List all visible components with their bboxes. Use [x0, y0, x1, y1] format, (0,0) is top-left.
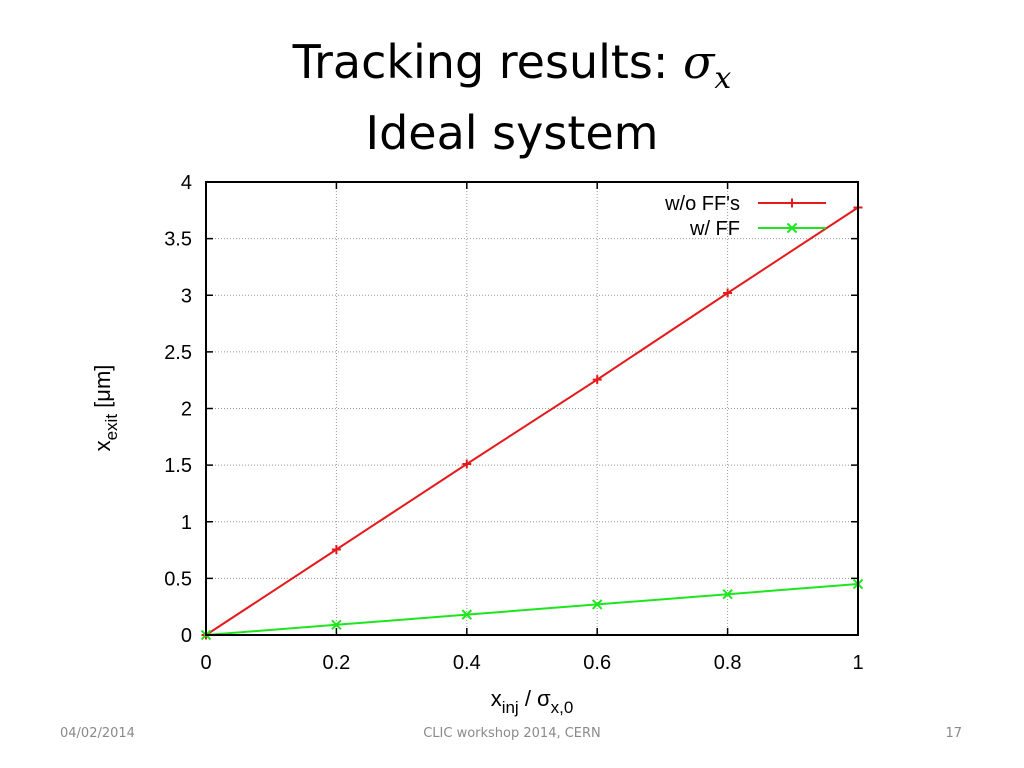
x-tick-label: 0.8	[714, 652, 742, 674]
cross-marker	[331, 619, 342, 631]
marker-stroke	[786, 222, 798, 234]
x-tick-label: 0	[200, 652, 211, 674]
plus-marker	[592, 375, 602, 385]
cross-marker	[722, 589, 733, 600]
sigma-symbol: σ	[683, 35, 715, 89]
y-tick-label: 3.5	[164, 229, 192, 251]
y-tick-label: 1.5	[164, 455, 192, 477]
plot-frame	[205, 181, 859, 636]
y-axis-label: xexit [μm]	[90, 365, 121, 452]
slide-title: Tracking results: σx Ideal system	[0, 30, 1024, 165]
y-tick-label: 4	[181, 172, 192, 194]
x-axis-label: xinj / σx,0	[491, 686, 574, 717]
series-line	[205, 206, 859, 636]
x-tick-label: 0.4	[453, 652, 481, 674]
footer-date: 04/02/2014	[60, 726, 135, 741]
y-tick-label: 0.5	[164, 568, 192, 590]
y-tick-label: 2	[181, 399, 192, 421]
legend: w/o FF's w/ FF	[664, 193, 826, 240]
series-group	[200, 202, 864, 641]
slide-title-line-2: Ideal system	[365, 106, 659, 160]
axis-ticks	[205, 181, 859, 636]
series-line	[205, 583, 859, 636]
grid	[206, 182, 858, 635]
legend-item-2: w/ FF	[689, 218, 826, 240]
slide-title-prefix: Tracking results:	[292, 35, 684, 89]
y-tick-label: 3	[181, 285, 192, 307]
legend-label: w/o FF's	[664, 193, 740, 215]
cross-marker	[786, 222, 798, 234]
plus-marker	[787, 198, 797, 208]
plus-marker	[723, 288, 733, 298]
sigma-subscript: x	[714, 61, 732, 96]
cross-marker	[461, 609, 473, 620]
y-tick-label: 2.5	[164, 342, 192, 364]
slide-title-line-1: Tracking results: σx	[0, 30, 1024, 101]
series-1	[201, 202, 863, 640]
plus-marker	[462, 459, 472, 469]
marker-stroke	[722, 589, 733, 600]
legend-label: w/ FF	[689, 218, 740, 240]
y-tick-label: 1	[181, 512, 192, 534]
plus-marker	[331, 544, 341, 554]
legend-item-1: w/o FF's	[664, 193, 826, 215]
x-tick-label: 0.6	[583, 652, 611, 674]
y-tick-label: 0	[181, 625, 192, 647]
page-number: 17	[945, 726, 962, 741]
marker-stroke	[591, 599, 603, 610]
x-tick-label: 1	[852, 652, 863, 674]
marker-stroke	[461, 609, 473, 620]
footer-event: CLIC workshop 2014, CERN	[423, 726, 601, 741]
marker-stroke	[331, 619, 342, 631]
series-2	[200, 578, 864, 641]
x-tick-label: 0.2	[322, 652, 350, 674]
cross-marker	[591, 599, 603, 610]
axis-labels: 0 0.2 0.4 0.6 0.8 1 0 0.5 1 1.5 2 2.5 3 3.5 4	[164, 172, 863, 674]
